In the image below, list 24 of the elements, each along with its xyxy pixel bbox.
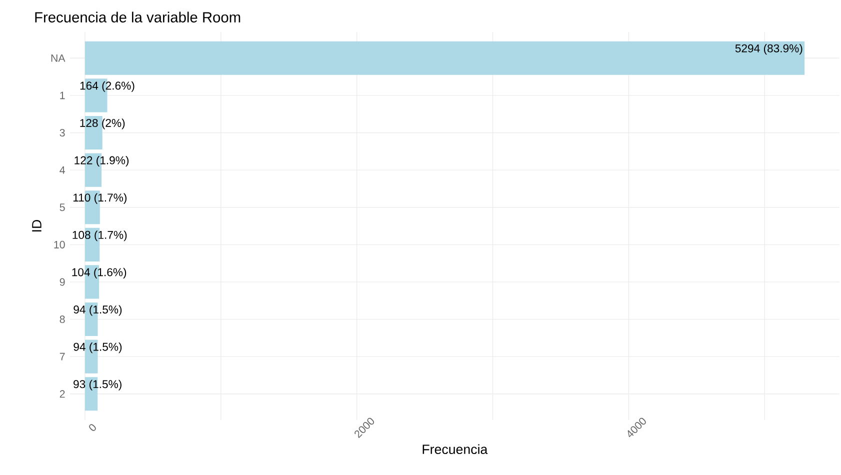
y-tick-label: 1 <box>60 92 65 100</box>
data-label: 94 (1.5%) <box>74 305 122 316</box>
data-label: 94 (1.5%) <box>74 342 122 354</box>
y-axis-title: ID <box>32 220 42 232</box>
y-tick-label: 9 <box>60 278 65 286</box>
y-tick-label: 7 <box>60 352 65 360</box>
data-label: 110 (1.7%) <box>73 193 126 204</box>
chart-title: Frecuencia de la variable Room <box>35 12 240 22</box>
data-label: 104 (1.6%) <box>72 268 126 278</box>
data-label: 108 (1.7%) <box>72 230 127 242</box>
y-tick-label: NA <box>51 54 66 62</box>
x-axis-title: Frecuencia <box>422 444 488 454</box>
y-tick-label: 5 <box>60 204 65 212</box>
y-tick-label: 2 <box>60 390 65 398</box>
data-label: 128 (2%) <box>80 118 125 130</box>
data-label: 164 (2.6%) <box>80 81 134 92</box>
y-tick-label: 3 <box>60 128 65 137</box>
data-label: 122 (1.9%) <box>74 156 129 167</box>
data-label: 93 (1.5%) <box>74 380 122 390</box>
y-tick-label: 10 <box>54 240 65 248</box>
data-label: 5294 (83.9%) <box>735 44 802 55</box>
y-tick-label: 4 <box>60 166 65 174</box>
y-tick-label: 8 <box>60 316 65 324</box>
x-tick-label: 0 <box>89 424 96 431</box>
